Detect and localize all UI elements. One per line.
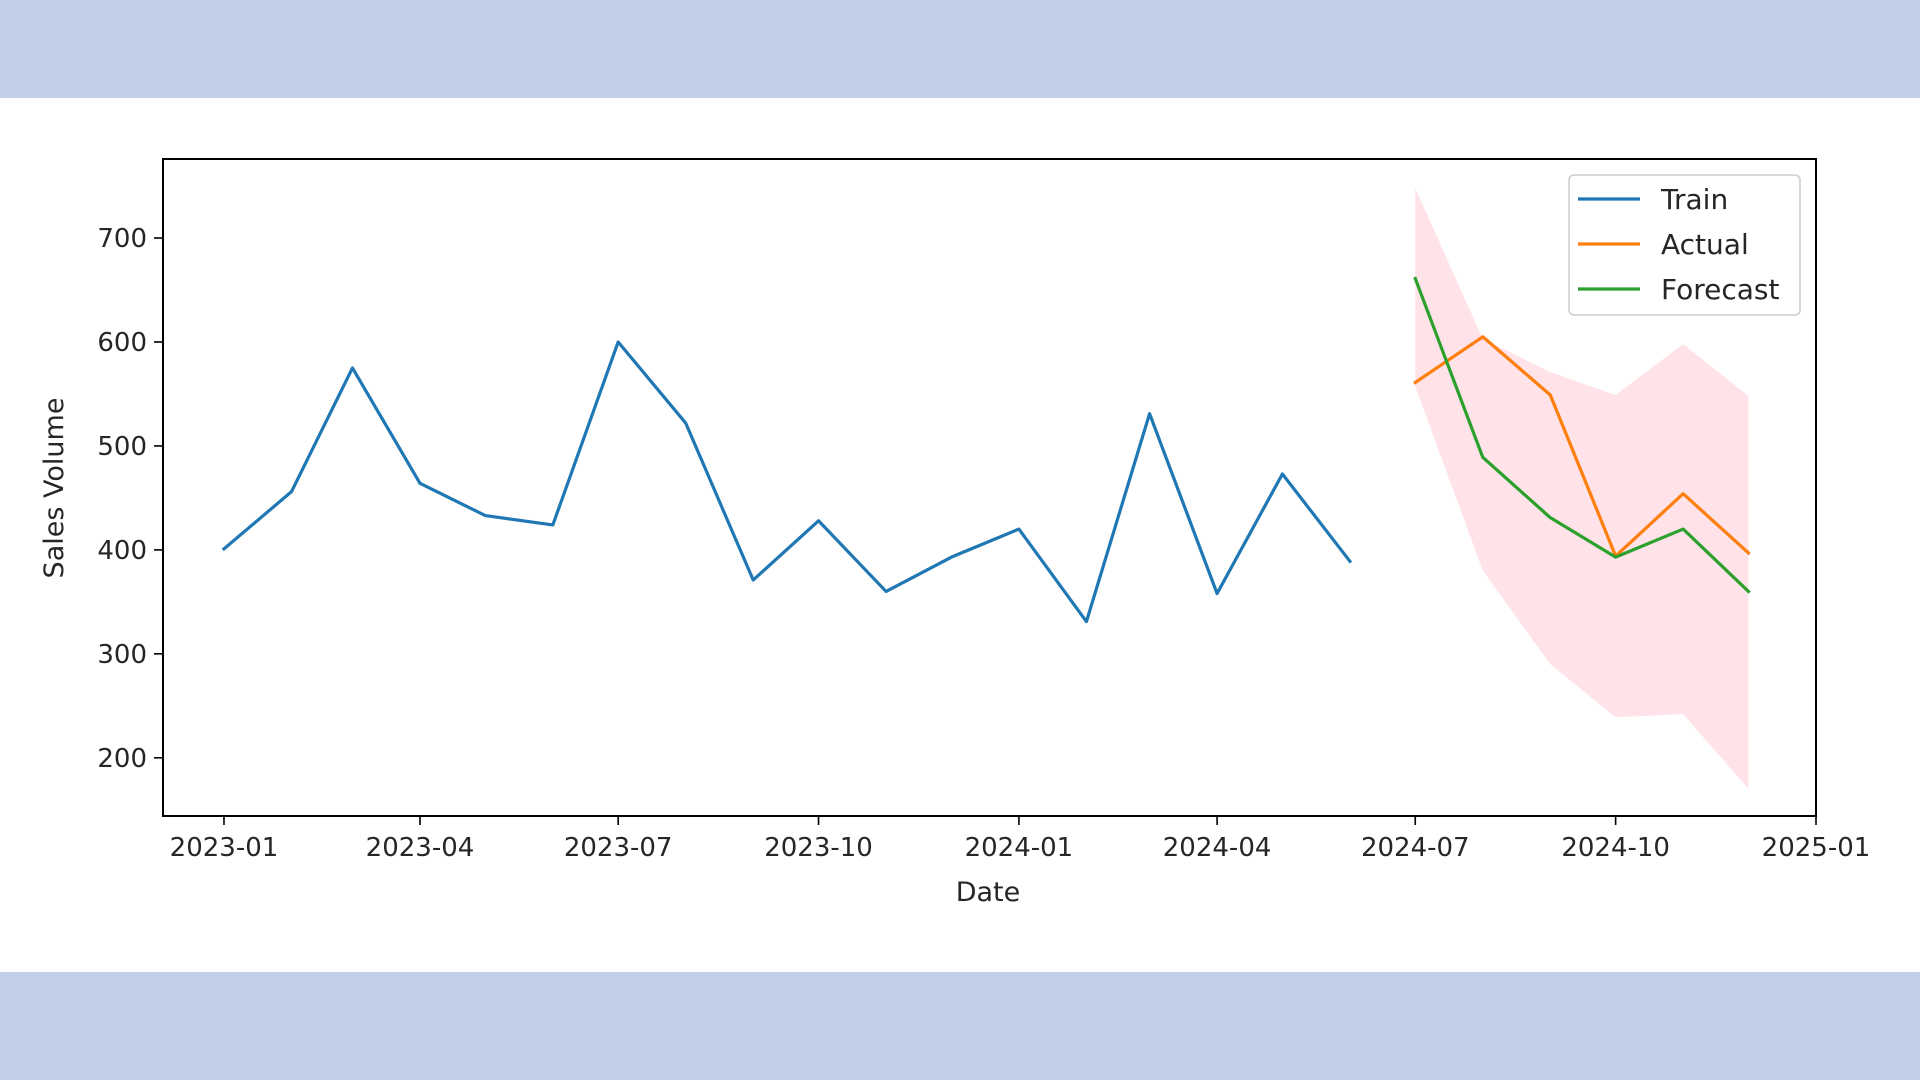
chart-svg: 2023-01 2023-04 2023-07 2023-10 2024-01 2024-… xyxy=(39,158,1871,908)
series-line-actual xyxy=(1413,335,1751,558)
x-tick-label: 2025-01 xyxy=(1762,833,1871,863)
x-tick-label: 2023-07 xyxy=(564,833,673,863)
x-tick-label: 2024-10 xyxy=(1561,833,1670,863)
legend-label-actual: Actual xyxy=(1661,228,1749,261)
series-line-forecast xyxy=(1413,276,1751,594)
x-tick-label: 2024-04 xyxy=(1163,833,1272,863)
legend-label-train: Train xyxy=(1660,183,1728,216)
x-tick-label: 2023-01 xyxy=(170,833,279,863)
plot-frame xyxy=(162,158,1817,817)
legend: Train Actual Forecast xyxy=(1568,174,1801,316)
y-tick-label: 700 xyxy=(97,224,147,254)
top-band xyxy=(0,0,1920,98)
x-tick-label: 2024-07 xyxy=(1361,833,1470,863)
x-tick-label: 2024-01 xyxy=(965,833,1074,863)
y-tick-label: 400 xyxy=(97,536,147,566)
legend-box xyxy=(1568,174,1801,316)
y-tick-label: 600 xyxy=(97,328,147,358)
confidence-band xyxy=(1415,188,1749,789)
chart-figure: 2023-01 2023-04 2023-07 2023-10 2024-01 2024-… xyxy=(0,98,1920,972)
series-line-train xyxy=(221,340,1353,624)
x-tick-label: 2023-10 xyxy=(764,833,873,863)
y-tick-label: 200 xyxy=(97,744,147,774)
y-axis-title: Sales Volume xyxy=(39,398,70,579)
y-tick-label: 500 xyxy=(97,432,147,462)
legend-label-forecast: Forecast xyxy=(1661,273,1780,306)
bottom-band xyxy=(0,972,1920,1080)
x-axis-title: Date xyxy=(956,877,1021,908)
x-tick-label: 2023-04 xyxy=(366,833,475,863)
y-tick-label: 300 xyxy=(97,640,147,670)
